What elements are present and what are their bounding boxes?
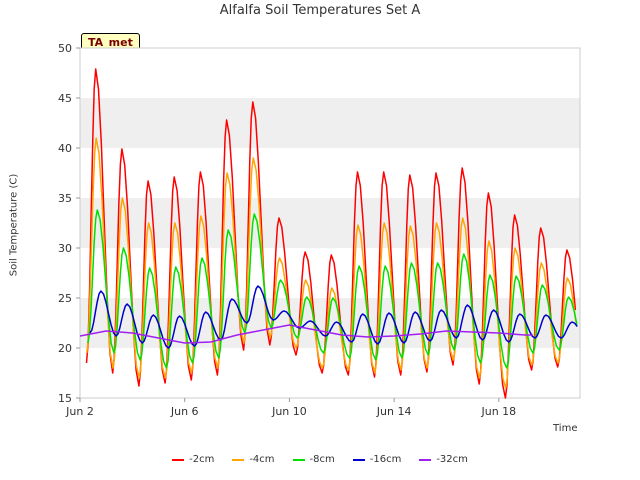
x-axis-label: Time: [553, 423, 578, 434]
x-tick-label: Jun 14: [376, 405, 412, 418]
y-tick-label: 30: [58, 242, 72, 255]
legend-item: -8cm: [292, 454, 335, 465]
x-tick-label: Jun 2: [65, 405, 94, 418]
legend-label: -8cm: [309, 454, 335, 465]
x-tick-label: Jun 18: [481, 405, 517, 418]
legend-item: -32cm: [419, 454, 468, 465]
legend-swatch: [292, 458, 305, 461]
legend-label: -16cm: [369, 454, 402, 465]
legend-swatch: [232, 458, 245, 461]
legend-label: -32cm: [436, 454, 468, 465]
legend-label: -2cm: [189, 454, 215, 465]
y-tick-label: 25: [58, 292, 72, 305]
plot-frame: [79, 47, 581, 399]
x-tick-label: Jun 6: [170, 405, 199, 418]
y-tick-label: 40: [58, 142, 72, 155]
chart-title: Alfalfa Soil Temperatures Set A: [219, 3, 421, 18]
y-tick-label: 15: [58, 392, 72, 405]
y-tick-label: 45: [58, 92, 72, 105]
grid-band: [80, 198, 580, 248]
x-tick-label: Jun 10: [271, 405, 307, 418]
series-line-minus-4cm: [86, 137, 577, 389]
legend-item: -4cm: [232, 454, 275, 465]
legend-item: -2cm: [172, 454, 214, 465]
y-tick-label: 50: [58, 42, 72, 55]
legend: -2cm -4cm -8cm -16cm -32cm: [0, 454, 640, 465]
grid-band: [80, 98, 580, 148]
series-line-minus-16cm: [89, 285, 578, 349]
legend-item: -16cm: [352, 454, 402, 465]
series-line-minus-8cm: [87, 209, 578, 369]
legend-label: -4cm: [249, 454, 275, 465]
y-tick-label: 20: [58, 342, 72, 355]
series-line-minus-32cm: [79, 324, 533, 344]
legend-swatch: [419, 458, 432, 461]
legend-swatch: [172, 458, 185, 461]
legend-swatch: [352, 458, 365, 461]
y-tick-label: 35: [58, 192, 72, 205]
